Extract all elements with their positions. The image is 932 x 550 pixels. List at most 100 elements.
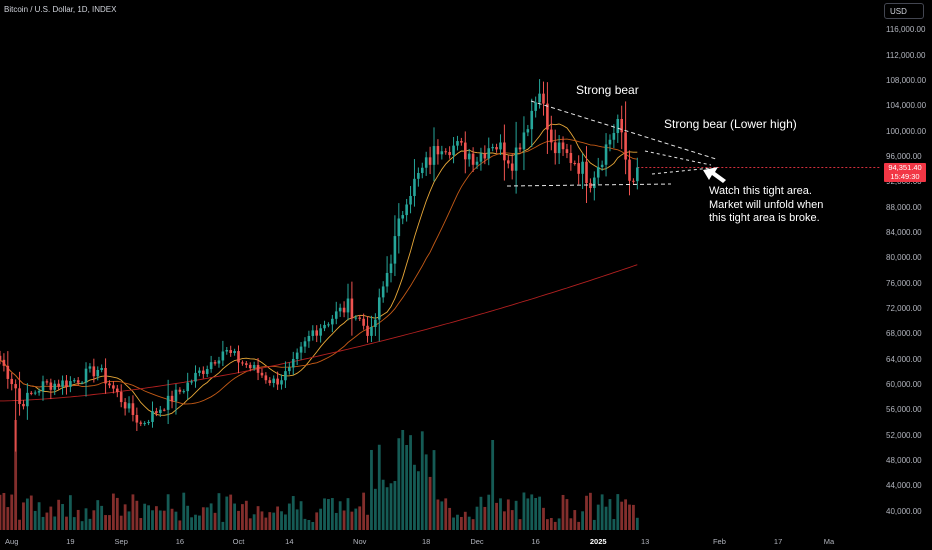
- volume-bar: [209, 503, 213, 530]
- candle-body: [194, 372, 197, 382]
- candle-body: [456, 141, 459, 146]
- volume-bar: [409, 435, 412, 530]
- volume-bar: [96, 500, 100, 530]
- volume-bar: [604, 506, 608, 530]
- candle-body: [334, 311, 338, 319]
- inner-trendline-lower: [651, 167, 712, 175]
- volume-bar: [37, 502, 41, 530]
- currency-button[interactable]: USD: [884, 3, 924, 19]
- note-line-3: this tight area is broke.: [709, 212, 820, 224]
- volume-bar: [49, 506, 53, 530]
- volume-bar: [61, 504, 64, 530]
- volume-bar: [233, 503, 236, 530]
- time-tick-label: Sep: [114, 537, 128, 546]
- candle-body: [604, 144, 608, 165]
- arrow-pointer: [703, 167, 726, 183]
- candle-body: [190, 381, 193, 383]
- volume-bar: [573, 510, 577, 530]
- candle-body: [291, 358, 295, 368]
- candle-body: [151, 411, 154, 422]
- candle-body: [542, 93, 545, 104]
- volume-bar: [632, 504, 635, 530]
- candle-body: [37, 391, 41, 393]
- volume-bar: [538, 496, 541, 530]
- volume-bar: [373, 488, 377, 530]
- volume-bar: [389, 483, 393, 530]
- volume-bar: [229, 494, 233, 530]
- candle-body: [487, 148, 491, 159]
- candle-body: [503, 142, 506, 161]
- candle-body: [436, 146, 440, 155]
- candle-body: [213, 362, 217, 364]
- volume-bar: [432, 450, 436, 530]
- volume-bars: [0, 420, 639, 530]
- volume-bar: [612, 519, 616, 530]
- volume-bar: [256, 506, 260, 530]
- candle-body: [14, 384, 17, 389]
- volume-bar: [174, 511, 178, 530]
- candle-body: [315, 330, 319, 336]
- time-tick-label: 18: [422, 537, 431, 546]
- volume-bar: [393, 480, 397, 530]
- volume-bar: [518, 519, 522, 530]
- volume-bar: [119, 515, 123, 530]
- volume-bar: [158, 510, 162, 530]
- candle-body: [448, 152, 451, 156]
- candle-body: [616, 118, 620, 134]
- candle-body: [585, 161, 588, 184]
- candle-body: [467, 153, 471, 160]
- volume-bar: [620, 501, 624, 530]
- candle-body: [514, 147, 518, 171]
- candle-body: [135, 414, 139, 423]
- price-axis[interactable]: [880, 0, 932, 550]
- candle-body: [565, 149, 569, 153]
- volume-bar: [327, 499, 330, 530]
- candle-body: [0, 355, 2, 360]
- candle-body: [374, 319, 377, 327]
- candle-body: [147, 421, 150, 424]
- candle-body: [174, 389, 178, 402]
- volume-bar: [68, 495, 72, 530]
- candle-body: [491, 147, 494, 149]
- candle-body: [159, 409, 162, 413]
- volume-bar: [225, 496, 229, 530]
- volume-bar: [510, 510, 514, 530]
- volume-bar: [499, 498, 502, 530]
- candle-body: [507, 160, 510, 164]
- volume-bar: [29, 495, 33, 530]
- volume-bar: [428, 476, 432, 530]
- volume-bar: [303, 518, 307, 530]
- candle-body: [569, 152, 573, 163]
- candle-body: [143, 423, 146, 425]
- candle-body: [248, 364, 252, 369]
- candle-body: [581, 161, 584, 174]
- volume-bar: [22, 502, 25, 530]
- volume-bar: [170, 508, 174, 530]
- candle-body: [381, 286, 385, 298]
- volume-bar: [440, 501, 444, 530]
- volume-bar: [350, 511, 354, 530]
- price-tick-label: 80,000.00: [886, 253, 922, 263]
- volume-bar: [25, 498, 29, 530]
- price-tick-label: 48,000.00: [886, 456, 922, 466]
- volume-bar: [88, 518, 92, 530]
- candle-body: [385, 272, 389, 287]
- candle-body: [323, 324, 326, 329]
- candle-body: [370, 326, 373, 336]
- volume-bar: [284, 514, 287, 530]
- candle-body: [389, 263, 393, 273]
- price-tick-label: 116,000.00: [886, 25, 926, 35]
- drawings: [506, 100, 726, 187]
- volume-bar: [608, 499, 612, 530]
- candle-body: [342, 307, 346, 313]
- candle-body: [577, 163, 580, 174]
- candle-body: [18, 388, 21, 404]
- annotation-note: Watch this tight area. Market will unfol…: [709, 185, 823, 226]
- volume-bar: [589, 492, 592, 530]
- candle-body: [397, 218, 401, 237]
- volume-bar: [514, 500, 518, 530]
- note-line-1: Watch this tight area.: [709, 185, 812, 197]
- candle-body: [131, 403, 135, 415]
- candle-body: [366, 325, 369, 336]
